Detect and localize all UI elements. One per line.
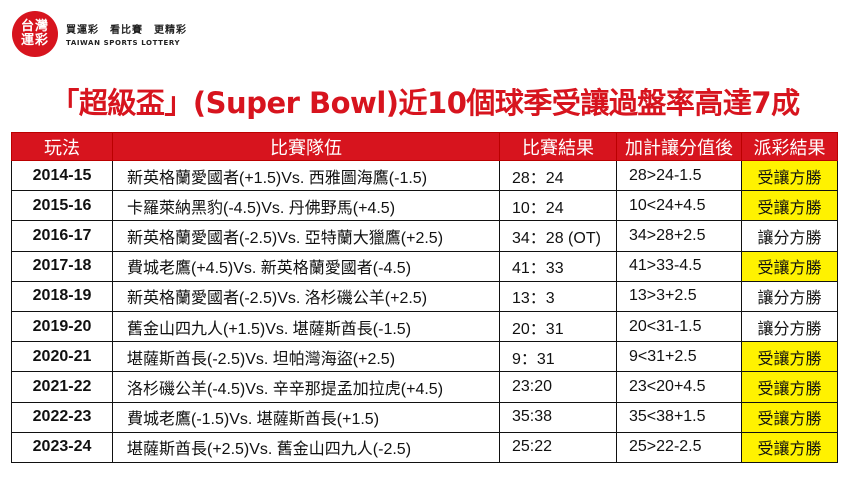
season-cell: 2019-20 xyxy=(11,310,113,343)
teams-cell: 堪薩斯酋長(+2.5)Vs. 舊金山四九人(-2.5) xyxy=(112,431,500,463)
logo-slogan: 買運彩 看比賽 更精彩 xyxy=(66,25,187,36)
header-adjusted: 加計讓分值後 xyxy=(616,132,742,161)
season-cell: 2022-23 xyxy=(11,401,113,433)
logo-text: 買運彩 看比賽 更精彩 TAIWAN SPORTS LOTTERY xyxy=(66,21,187,47)
adjusted-cell: 35<38+1.5 xyxy=(616,401,742,433)
teams-cell: 費城老鷹(-1.5)Vs. 堪薩斯酋長(+1.5) xyxy=(112,401,500,433)
teams-cell: 費城老鷹(+4.5)Vs. 新英格蘭愛國者(-4.5) xyxy=(112,250,500,282)
adjusted-cell: 41>33-4.5 xyxy=(616,250,742,282)
score-cell: 35:38 xyxy=(499,401,617,433)
logo-line-2: 運彩 xyxy=(20,33,49,48)
table-row: 2017-18 費城老鷹(+4.5)Vs. 新英格蘭愛國者(-4.5) 41：33 4… xyxy=(11,250,838,282)
teams-cell: 洛杉磯公羊(-4.5)Vs. 辛辛那提孟加拉虎(+4.5) xyxy=(112,371,500,403)
table-row: 2015-16 卡羅萊納黑豹(-4.5)Vs. 丹佛野馬(+4.5) 10：24 10… xyxy=(11,190,838,222)
table-row: 2018-19 新英格蘭愛國者(-2.5)Vs. 洛杉磯公羊(+2.5) 13：3 1… xyxy=(11,280,838,312)
adjusted-cell: 34>28+2.5 xyxy=(616,220,742,252)
score-cell: 25:22 xyxy=(499,431,617,463)
result-cell: 受讓方勝 xyxy=(741,190,838,222)
score-cell: 13：3 xyxy=(499,280,617,312)
table-row: 2022-23 費城老鷹(-1.5)Vs. 堪薩斯酋長(+1.5) 35:38 35<… xyxy=(11,401,838,433)
teams-cell: 舊金山四九人(+1.5)Vs. 堪薩斯酋長(-1.5) xyxy=(112,310,500,343)
header-teams: 比賽隊伍 xyxy=(112,132,500,161)
score-cell: 41：33 xyxy=(499,250,617,282)
score-cell: 23:20 xyxy=(499,371,617,403)
result-cell: 受讓方勝 xyxy=(741,341,838,373)
teams-cell: 堪薩斯酋長(-2.5)Vs. 坦帕灣海盜(+2.5) xyxy=(112,341,500,373)
result-cell: 受讓方勝 xyxy=(741,159,838,192)
season-cell: 2016-17 xyxy=(11,220,113,252)
score-cell: 9：31 xyxy=(499,341,617,373)
season-cell: 2023-24 xyxy=(11,431,113,463)
table-row: 2020-21 堪薩斯酋長(-2.5)Vs. 坦帕灣海盜(+2.5) 9：31 9<3… xyxy=(11,341,838,373)
score-cell: 10：24 xyxy=(499,190,617,222)
season-cell: 2015-16 xyxy=(11,190,113,222)
adjusted-cell: 13>3+2.5 xyxy=(616,280,742,312)
result-cell: 受讓方勝 xyxy=(741,250,838,282)
teams-cell: 新英格蘭愛國者(+1.5)Vs. 西雅圖海鷹(-1.5) xyxy=(112,159,500,192)
logo-line-1: 台灣 xyxy=(20,19,49,34)
season-cell: 2014-15 xyxy=(11,159,113,192)
table-row: 2016-17 新英格蘭愛國者(-2.5)Vs. 亞特蘭大獵鷹(+2.5) 34：2… xyxy=(11,220,838,252)
adjusted-cell: 23<20+4.5 xyxy=(616,371,742,403)
brand-logo: 台灣 運彩 買運彩 看比賽 更精彩 TAIWAN SPORTS LOTTERY xyxy=(12,8,187,60)
season-cell: 2017-18 xyxy=(11,250,113,282)
season-cell: 2020-21 xyxy=(11,341,113,373)
season-cell: 2018-19 xyxy=(11,280,113,312)
result-cell: 讓分方勝 xyxy=(741,220,838,252)
super-bowl-table: 玩法 比賽隊伍 比賽結果 加計讓分值後 派彩結果 2014-15 新英格蘭愛國者(… xyxy=(11,132,838,463)
table-header-row: 玩法 比賽隊伍 比賽結果 加計讓分值後 派彩結果 xyxy=(11,132,838,161)
result-cell: 受讓方勝 xyxy=(741,401,838,433)
result-cell: 讓分方勝 xyxy=(741,310,838,343)
adjusted-cell: 20<31-1.5 xyxy=(616,310,742,343)
result-cell: 受讓方勝 xyxy=(741,431,838,463)
adjusted-cell: 25>22-2.5 xyxy=(616,431,742,463)
adjusted-cell: 9<31+2.5 xyxy=(616,341,742,373)
header-score: 比賽結果 xyxy=(499,132,617,161)
table-row: 2023-24 堪薩斯酋長(+2.5)Vs. 舊金山四九人(-2.5) 25:22 2… xyxy=(11,431,838,463)
adjusted-cell: 10<24+4.5 xyxy=(616,190,742,222)
teams-cell: 新英格蘭愛國者(-2.5)Vs. 洛杉磯公羊(+2.5) xyxy=(112,280,500,312)
teams-cell: 卡羅萊納黑豹(-4.5)Vs. 丹佛野馬(+4.5) xyxy=(112,190,500,222)
teams-cell: 新英格蘭愛國者(-2.5)Vs. 亞特蘭大獵鷹(+2.5) xyxy=(112,220,500,252)
table-row: 2014-15 新英格蘭愛國者(+1.5)Vs. 西雅圖海鷹(-1.5) 28：24… xyxy=(11,159,838,192)
table-body: 2014-15 新英格蘭愛國者(+1.5)Vs. 西雅圖海鷹(-1.5) 28：24… xyxy=(11,159,838,463)
result-cell: 讓分方勝 xyxy=(741,280,838,312)
result-cell: 受讓方勝 xyxy=(741,371,838,403)
score-cell: 34：28 (OT) xyxy=(499,220,617,252)
page-title: 「超級盃」(Super Bowl)近10個球季受讓過盤率高達7成 xyxy=(50,86,800,120)
table-row: 2019-20 舊金山四九人(+1.5)Vs. 堪薩斯酋長(-1.5) 20：31 2… xyxy=(11,310,838,343)
season-cell: 2021-22 xyxy=(11,371,113,403)
score-cell: 20：31 xyxy=(499,310,617,343)
score-cell: 28：24 xyxy=(499,159,617,192)
logo-emblem: 台灣 運彩 xyxy=(12,11,58,57)
logo-english-name: TAIWAN SPORTS LOTTERY xyxy=(66,39,181,47)
table-row: 2021-22 洛杉磯公羊(-4.5)Vs. 辛辛那提孟加拉虎(+4.5) 23:2… xyxy=(11,371,838,403)
header-result: 派彩結果 xyxy=(741,132,838,161)
header-season: 玩法 xyxy=(11,132,113,161)
adjusted-cell: 28>24-1.5 xyxy=(616,159,742,192)
